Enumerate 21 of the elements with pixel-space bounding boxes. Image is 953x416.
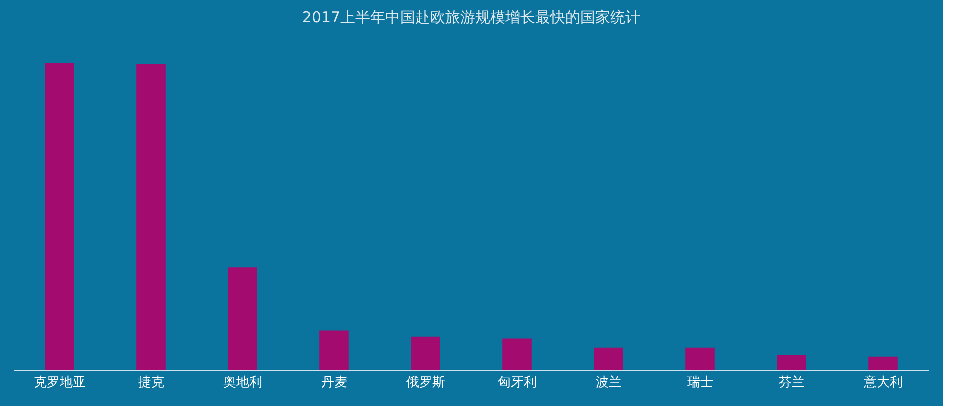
- bar: [136, 64, 166, 370]
- x-tick-label: 丹麦: [321, 376, 348, 391]
- x-tick-label: 芬兰: [778, 376, 805, 391]
- bar: [228, 268, 258, 370]
- x-tick-label: 意大利: [862, 376, 903, 391]
- x-tick-label: 捷克: [138, 376, 164, 391]
- x-tick-label: 奥地利: [223, 376, 262, 391]
- x-tick-label: 克罗地亚: [34, 376, 86, 391]
- bar: [502, 338, 532, 370]
- x-tick-label: 匈牙利: [498, 376, 537, 391]
- bar: [594, 348, 624, 370]
- bar: [411, 336, 440, 370]
- x-tick-label: 俄罗斯: [406, 376, 446, 391]
- chart-title: 2017上半年中国赴欧旅游规模增长最快的国家统计: [302, 8, 641, 27]
- bar: [320, 330, 349, 370]
- x-tick-label: 波兰: [596, 376, 622, 391]
- bar: [686, 348, 715, 370]
- bar: [868, 356, 898, 370]
- x-tick-label: 瑞士: [687, 376, 714, 391]
- bar: [777, 354, 806, 370]
- bar: [45, 63, 74, 370]
